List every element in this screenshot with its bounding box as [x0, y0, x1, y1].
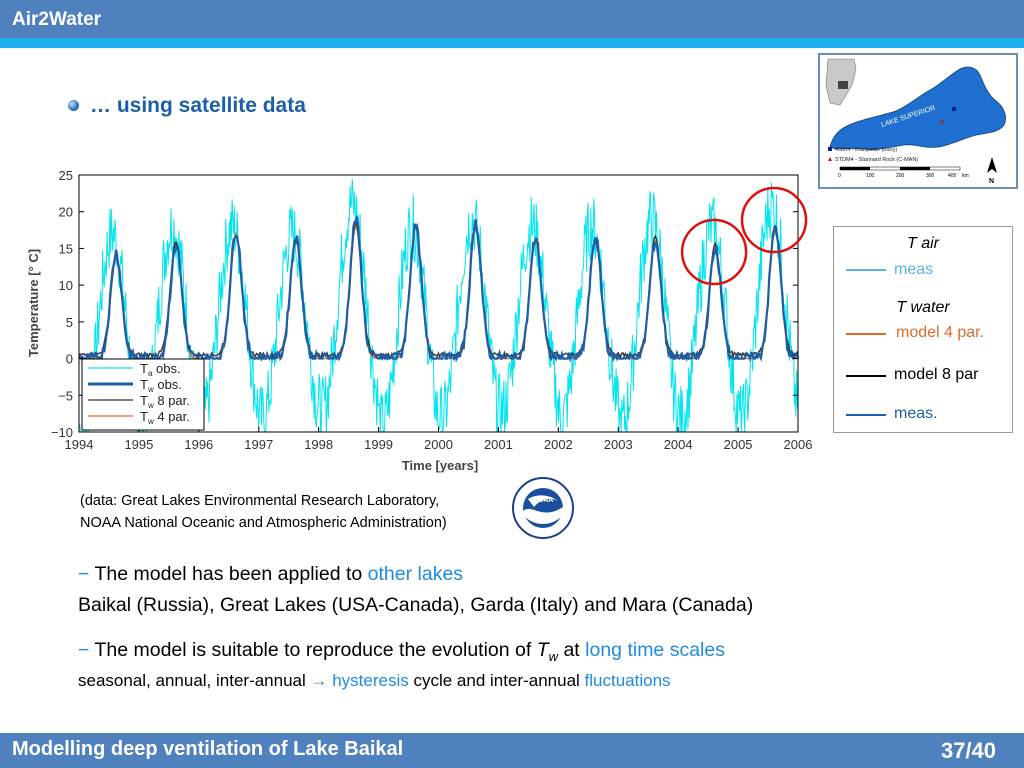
legend-t-air-title: T air	[907, 235, 939, 252]
point-1-dash: −	[78, 563, 90, 585]
point-2-highlight: long time scales	[585, 639, 725, 661]
y-tick-label: −10	[51, 425, 73, 440]
scale-tick-300: 300	[926, 173, 935, 179]
point-2-text: The model is suitable to reproduce the e…	[89, 639, 537, 661]
station-marker	[940, 119, 944, 123]
map-legend-station: STDM4 - Stannard Rock (C-MAN)	[835, 157, 918, 163]
map-figure: LAKE SUPERIOR 45004 - Marquette (buoy) S…	[820, 55, 1016, 187]
point-1-detail: Baikal (Russia), Great Lakes (USA-Canada…	[78, 594, 754, 616]
title-bar-stripe	[0, 38, 1024, 48]
title-bar: Air2Water	[0, 0, 1024, 38]
footer-bar: Modelling deep ventilation of Lake Baika…	[0, 733, 1024, 768]
arrow-icon: →	[310, 671, 328, 690]
scale-unit: km	[962, 173, 969, 179]
inset-locator	[838, 81, 848, 89]
footer-title: Modelling deep ventilation of Lake Baika…	[12, 738, 404, 760]
highlight-circle	[740, 186, 808, 254]
summary-legend: T air meas T water model 4 par. model 8 …	[833, 226, 1013, 433]
map-legend-square-icon	[828, 147, 832, 151]
point-2-detail: seasonal, annual, inter-annual → hystere…	[78, 671, 671, 691]
x-tick-label: 1998	[304, 437, 333, 452]
x-tick-label: 2004	[664, 437, 693, 452]
legend-model8: model 8 par	[894, 366, 979, 383]
y-tick-label: 0	[66, 352, 73, 367]
page-number: 37/40	[940, 738, 996, 763]
scale-tick-200: 200	[896, 173, 905, 179]
x-tick-label: 2001	[484, 437, 513, 452]
x-tick-label: 2006	[784, 437, 813, 452]
bullet-icon	[68, 100, 79, 111]
noaa-logo-text: NOAA	[533, 497, 554, 504]
y-tick-label: 15	[59, 241, 73, 256]
legend-model4: model 4 par.	[896, 324, 985, 341]
point-2-mid: at	[558, 639, 586, 661]
scale-tick-0: 0	[838, 173, 841, 179]
legend-model4-line	[846, 333, 886, 335]
legend-model8-line	[846, 375, 886, 377]
scale-tick-100: 100	[866, 173, 875, 179]
x-tick-label: 2000	[424, 437, 453, 452]
source-line-1: (data: Great Lakes Environmental Researc…	[80, 493, 440, 509]
chart-legend-label: Tw 8 par.	[140, 393, 190, 410]
point-2: − The model is suitable to reproduce the…	[78, 639, 725, 664]
legend-t-water-title: T water	[896, 299, 950, 316]
legend-water-meas-line	[846, 414, 886, 416]
presentation-title: Air2Water	[12, 9, 102, 30]
buoy-marker	[952, 107, 956, 111]
point-2-detail-a: seasonal, annual, inter-annual	[78, 671, 311, 690]
point-2-detail-b: cycle and inter-annual	[408, 671, 585, 690]
noaa-logo: NOAA	[512, 477, 574, 539]
legend-water-meas: meas.	[894, 405, 938, 422]
x-axis-label: Time [years]	[402, 458, 478, 473]
x-tick-label: 1995	[124, 437, 153, 452]
legend-air-meas: meas	[894, 261, 934, 278]
x-tick-label: 1996	[184, 437, 213, 452]
point-2-hysteresis: hysteresis	[327, 671, 409, 690]
lake-shape	[829, 66, 1006, 150]
north-arrow-icon	[987, 157, 997, 173]
temperature-chart: 1994 1995 1996 1997 1998 1999 2000 2001 2002 2003…	[26, 168, 813, 473]
north-label: N	[989, 178, 994, 185]
x-tick-label: 2002	[544, 437, 573, 452]
point-2-dash: −	[78, 639, 90, 661]
y-tick-label: 10	[59, 278, 73, 293]
chart-legend: Ta obs.Tw obs.Tw 8 par.Tw 4 par.	[81, 358, 205, 431]
chart-legend-box	[81, 358, 205, 431]
highlight-circle	[680, 218, 748, 286]
x-tick-label: 2005	[724, 437, 753, 452]
slide-heading: … using satellite data	[90, 94, 306, 117]
axis-ticks: 1994 1995 1996 1997 1998 1999 2000 2001 2002 2003…	[51, 168, 813, 452]
data-source-note: (data: Great Lakes Environmental Researc…	[80, 490, 447, 534]
y-tick-label: 25	[59, 168, 73, 183]
legend-air-meas-line	[846, 269, 886, 271]
chart-legend-label: Ta obs.	[140, 361, 181, 378]
point-2-variable: T	[536, 639, 549, 661]
chart-legend-label: Tw obs.	[140, 377, 182, 394]
map-legend-buoy: 45004 - Marquette (buoy)	[835, 147, 897, 153]
x-tick-label: 1994	[65, 437, 94, 452]
point-1-highlight: other lakes	[367, 563, 464, 585]
map-legend-triangle-icon	[828, 157, 832, 161]
point-2-variable-sub: w	[548, 648, 559, 664]
highlight-circles	[680, 186, 808, 286]
x-tick-label: 2003	[604, 437, 633, 452]
chart-legend-label: Tw 4 par.	[140, 409, 190, 426]
y-axis-label: Temperature [° C]	[26, 249, 41, 357]
y-tick-label: −5	[58, 388, 73, 403]
point-2-fluctuations: fluctuations	[584, 671, 671, 690]
y-tick-label: 5	[66, 315, 73, 330]
point-1: − The model has been applied to other la…	[78, 563, 463, 586]
lake-superior-map: LAKE SUPERIOR 45004 - Marquette (buoy) S…	[818, 53, 1018, 189]
x-tick-label: 1999	[364, 437, 393, 452]
source-line-2: NOAA National Oceanic and Atmospheric Ad…	[80, 515, 447, 531]
x-tick-label: 1997	[244, 437, 273, 452]
y-tick-label: 20	[59, 205, 73, 220]
series-line-tw-obs-	[78, 216, 800, 363]
scale-tick-400: 400	[948, 173, 957, 179]
point-1-text: The model has been applied to	[89, 563, 368, 585]
